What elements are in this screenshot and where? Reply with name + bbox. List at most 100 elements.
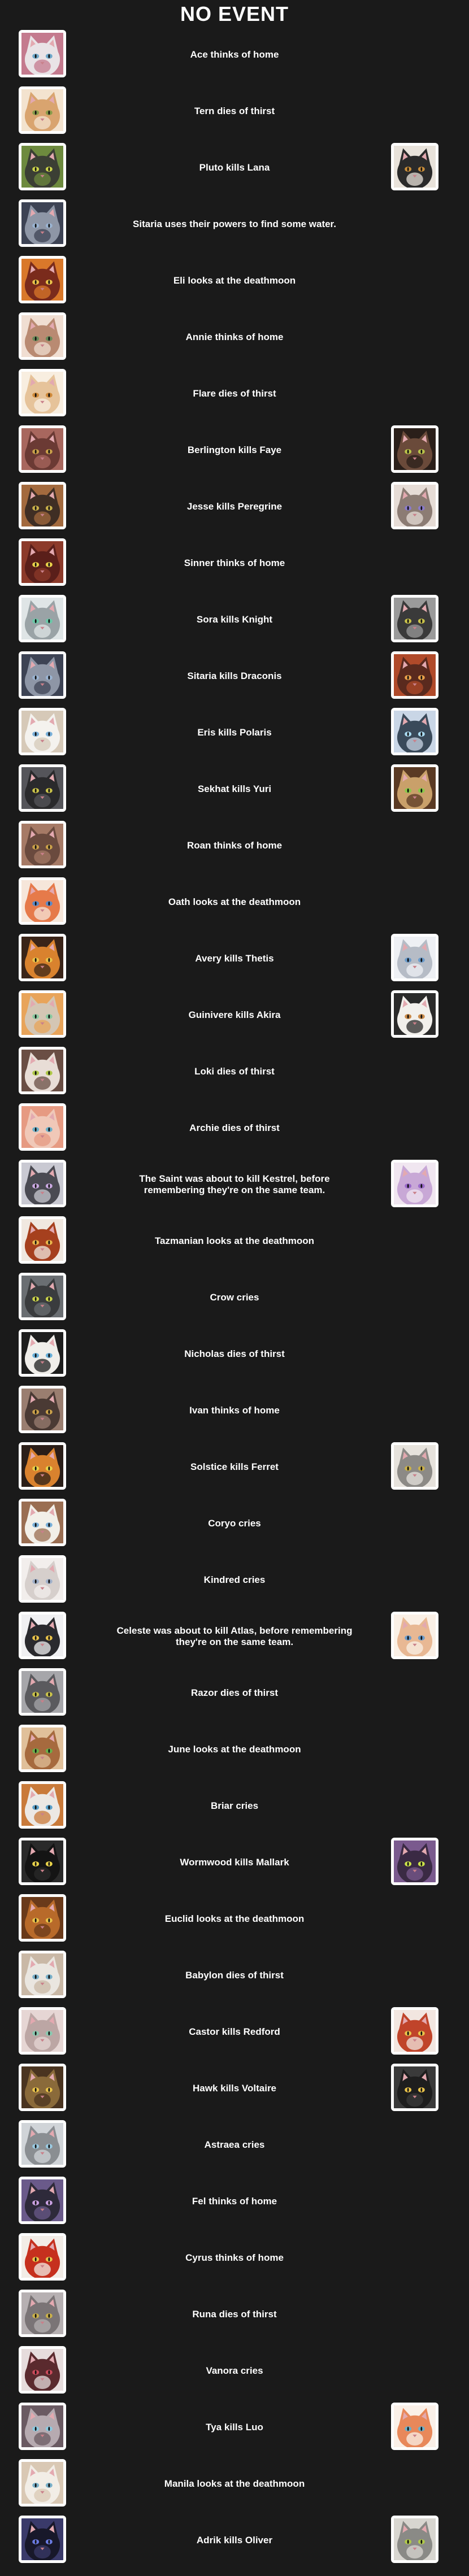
event-text: Manila looks at the deathmoon xyxy=(164,2478,305,2489)
event-text: Annie thinks of home xyxy=(185,332,284,342)
event-text: Sinner thinks of home xyxy=(184,558,285,568)
event-row: Sekhat kills Yuri xyxy=(0,763,469,819)
event-text: Hawk kills Voltaire xyxy=(192,2083,277,2094)
actor-avatar xyxy=(19,1386,66,1433)
event-text: Avery kills Thetis xyxy=(195,953,274,964)
target-avatar xyxy=(391,990,438,1038)
actor-avatar xyxy=(19,595,66,642)
event-row: Eris kills Polaris xyxy=(0,706,469,763)
event-row: Flare dies of thirst xyxy=(0,367,469,424)
actor-avatar xyxy=(19,2007,66,2055)
actor-avatar xyxy=(19,1216,66,1264)
event-list: Ace thinks of home Tern dies of thirst Plu… xyxy=(0,28,469,2570)
event-text: Guinivere kills Akira xyxy=(188,1009,281,1020)
event-row: Castor kills Redford xyxy=(0,2005,469,2062)
actor-avatar xyxy=(19,538,66,586)
event-row: The Saint was about to kill Kestrel, bef… xyxy=(0,1158,469,1215)
event-row: Berlington kills Faye xyxy=(0,424,469,480)
target-avatar xyxy=(391,425,438,473)
event-row: Wormwood kills Mallark xyxy=(0,1836,469,1892)
event-text: Runa dies of thirst xyxy=(192,2309,277,2320)
event-row: Sitaria uses their powers to find some w… xyxy=(0,198,469,254)
event-text: Fel thinks of home xyxy=(192,2196,277,2207)
event-text: Eli looks at the deathmoon xyxy=(173,275,296,286)
event-text: Ace thinks of home xyxy=(190,49,279,60)
event-row: Ivan thinks of home xyxy=(0,1384,469,1441)
target-avatar xyxy=(391,2403,438,2450)
event-row: Babylon dies of thirst xyxy=(0,1949,469,2005)
event-text: Tern dies of thirst xyxy=(194,106,275,116)
event-row: Hawk kills Voltaire xyxy=(0,2062,469,2118)
event-text: June looks at the deathmoon xyxy=(168,1744,301,1755)
event-row: Vanora cries xyxy=(0,2344,469,2401)
event-text: Adrik kills Oliver xyxy=(196,2535,273,2545)
event-text: Sitaria kills Draconis xyxy=(187,671,282,681)
event-text: Kindred cries xyxy=(203,1574,266,1585)
actor-avatar xyxy=(19,1668,66,1716)
event-text: Wormwood kills Mallark xyxy=(180,1857,289,1868)
actor-avatar xyxy=(19,2403,66,2450)
event-text: Euclid looks at the deathmoon xyxy=(164,1913,305,1924)
event-text: Roan thinks of home xyxy=(186,840,283,851)
actor-avatar xyxy=(19,199,66,247)
actor-avatar xyxy=(19,1612,66,1659)
actor-avatar xyxy=(19,1103,66,1151)
event-row: Loki dies of thirst xyxy=(0,1045,469,1102)
event-text: Celeste was about to kill Atlas, before … xyxy=(116,1625,353,1647)
event-text: Astraea cries xyxy=(204,2139,265,2150)
event-row: Oath looks at the deathmoon xyxy=(0,876,469,932)
event-text: Vanora cries xyxy=(206,2365,263,2376)
event-text: Babylon dies of thirst xyxy=(185,1970,284,1981)
event-text: Razor dies of thirst xyxy=(191,1687,278,1698)
event-row: Sitaria kills Draconis xyxy=(0,650,469,706)
event-row: Tya kills Luo xyxy=(0,2401,469,2457)
actor-avatar xyxy=(19,1725,66,1772)
actor-avatar xyxy=(19,1894,66,1942)
actor-avatar xyxy=(19,86,66,134)
target-avatar xyxy=(391,1838,438,1885)
actor-avatar xyxy=(19,425,66,473)
event-row: Eli looks at the deathmoon xyxy=(0,254,469,311)
event-row: Tazmanian looks at the deathmoon xyxy=(0,1215,469,1271)
event-row: Jesse kills Peregrine xyxy=(0,480,469,537)
event-text: Tazmanian looks at the deathmoon xyxy=(154,1235,315,1246)
actor-avatar xyxy=(19,482,66,529)
actor-avatar xyxy=(19,934,66,981)
actor-avatar xyxy=(19,1273,66,1320)
target-avatar xyxy=(391,708,438,755)
event-row: Manila looks at the deathmoon xyxy=(0,2457,469,2514)
target-avatar xyxy=(391,2007,438,2055)
event-row: Briar cries xyxy=(0,1779,469,1836)
actor-avatar xyxy=(19,708,66,755)
actor-avatar xyxy=(19,877,66,925)
actor-avatar xyxy=(19,2459,66,2507)
event-text: Sekhat kills Yuri xyxy=(197,784,272,794)
event-text: Cyrus thinks of home xyxy=(185,2252,284,2263)
target-avatar xyxy=(391,1612,438,1659)
event-text: Sitaria uses their powers to find some w… xyxy=(133,219,336,229)
event-row: Archie dies of thirst xyxy=(0,1102,469,1158)
event-text: Flare dies of thirst xyxy=(193,388,276,399)
actor-avatar xyxy=(19,1499,66,1546)
actor-avatar xyxy=(19,1951,66,1998)
event-row: Annie thinks of home xyxy=(0,311,469,367)
page-title: NO EVENT xyxy=(180,2,289,25)
event-row: Sora kills Knight xyxy=(0,593,469,650)
event-row: Kindred cries xyxy=(0,1554,469,1610)
event-text: Archie dies of thirst xyxy=(189,1122,280,1133)
actor-avatar xyxy=(19,2233,66,2281)
actor-avatar xyxy=(19,30,66,77)
actor-avatar xyxy=(19,2346,66,2394)
event-row: Tern dies of thirst xyxy=(0,85,469,141)
event-row: Euclid looks at the deathmoon xyxy=(0,1892,469,1949)
event-text: Ivan thinks of home xyxy=(189,1405,280,1416)
target-avatar xyxy=(391,934,438,981)
target-avatar xyxy=(391,595,438,642)
event-text: Jesse kills Peregrine xyxy=(186,501,283,512)
event-text: Oath looks at the deathmoon xyxy=(168,897,301,907)
event-text: Castor kills Redford xyxy=(189,2026,280,2037)
actor-avatar xyxy=(19,2120,66,2168)
event-text: Tya kills Luo xyxy=(206,2422,263,2433)
actor-avatar xyxy=(19,821,66,868)
actor-avatar xyxy=(19,1047,66,1094)
